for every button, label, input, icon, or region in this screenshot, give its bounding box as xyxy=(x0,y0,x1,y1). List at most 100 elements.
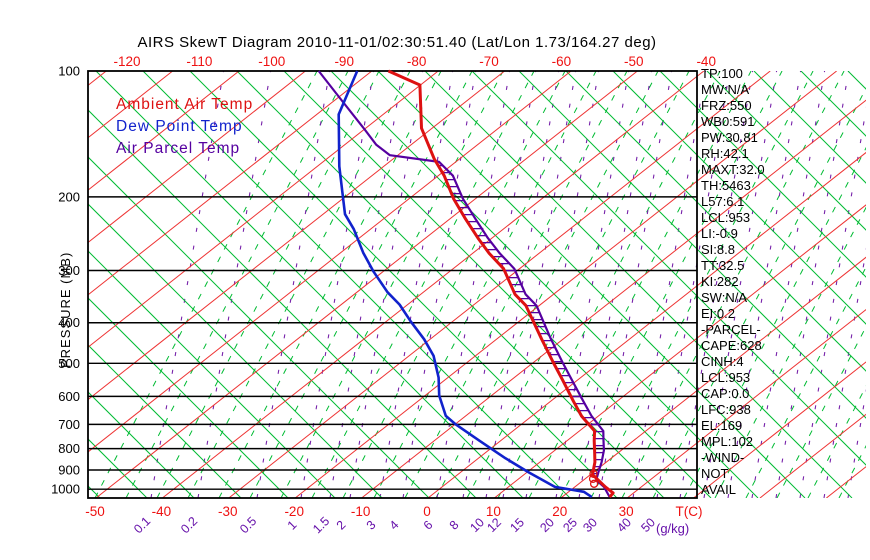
isotherm-line xyxy=(626,309,866,498)
isotherm-line xyxy=(759,413,866,498)
level-circle-marker xyxy=(589,469,598,478)
dry-adiabat-line xyxy=(612,71,866,325)
mixing-ratio-line xyxy=(436,71,511,498)
dry-adiabat-line xyxy=(88,297,289,498)
stats-panel-row: AVAIL xyxy=(701,482,736,497)
legend-item: Dew Point Temp xyxy=(116,118,243,135)
bottom-temp-tick-label: -40 xyxy=(152,504,172,519)
stats-panel-row: CAPE:628 xyxy=(701,338,762,353)
moist-adiabat-line xyxy=(435,71,659,498)
mixing-ratio-line xyxy=(256,71,331,498)
stats-panel-row: FRZ:550 xyxy=(701,98,752,113)
mixing-ratio-line xyxy=(727,71,802,498)
mixing-ratio-tick-label: 2 xyxy=(334,518,349,533)
pressure-tick-label: 700 xyxy=(58,417,80,432)
mixing-ratio-line xyxy=(300,71,375,498)
stats-panel-row: LCL:953 xyxy=(701,210,751,225)
mixing-ratio-tick-label: 8 xyxy=(447,518,462,533)
stats-panel-row: SW:N/A xyxy=(701,290,747,305)
dry-adiabat-line xyxy=(88,391,195,498)
moist-adiabat-line xyxy=(497,71,721,498)
mixing-ratio-line xyxy=(632,71,707,498)
mixing-ratio-line xyxy=(656,71,731,498)
moist-adiabat-line xyxy=(94,71,318,498)
dry-adiabat-line xyxy=(471,71,866,466)
stats-panel-row: -PARCEL- xyxy=(701,322,761,337)
isotherm-line xyxy=(88,71,373,296)
moist-adiabat-line xyxy=(559,71,783,498)
isotherm-line xyxy=(162,71,705,498)
dew-point-curve xyxy=(337,70,593,499)
top-temp-tick-label: -90 xyxy=(334,54,354,69)
pressure-tick-label: 600 xyxy=(58,389,80,404)
dry-adiabat-line xyxy=(565,71,866,372)
pressure-tick-label: 300 xyxy=(58,263,80,278)
top-temp-tick-label: -110 xyxy=(186,54,212,69)
bottom-temp-tick-label: -10 xyxy=(351,504,371,519)
mixing-ratio-line xyxy=(379,71,454,498)
mixing-ratio-line xyxy=(402,71,477,498)
mixing-ratio-tick-label: 30 xyxy=(580,515,600,535)
ambient-temp-curve xyxy=(387,69,615,499)
dry-adiabat-line xyxy=(189,71,618,498)
stats-panel-row: TT:32.5 xyxy=(701,258,745,273)
mixing-ratio-line xyxy=(847,388,866,498)
isotherm-line xyxy=(88,71,306,244)
mixing-ratio-tick-label: 3 xyxy=(364,518,379,533)
temp-unit-label: T(C) xyxy=(676,504,703,519)
mixing-ratio-tick-label: 1.5 xyxy=(310,514,332,536)
mixing-ratio-line xyxy=(775,71,850,498)
dry-adiabat-line xyxy=(88,250,336,498)
stats-panel: TP:100 MW:N/A FRZ:550 WB0:591 PW:30.81 RH:42.… xyxy=(701,66,869,498)
top-temp-tick-label: -50 xyxy=(624,54,644,69)
page-title: AIRS SkewT Diagram 2010-11-01/02:30:51.4… xyxy=(137,34,657,51)
isotherm-line xyxy=(560,256,866,498)
top-temp-tick-label: -120 xyxy=(113,54,140,69)
stats-panel-row: MAXT:32.0 xyxy=(701,162,765,177)
isotherm-line xyxy=(294,71,837,498)
stats-panel-row: TH:5463 xyxy=(701,178,751,193)
dry-adiabat-line xyxy=(424,71,853,498)
isotherm-line xyxy=(0,71,40,498)
mixing-ratio-line xyxy=(150,71,225,498)
parcel-temp-curve xyxy=(317,70,611,498)
pressure-tick-label: 1000 xyxy=(51,482,80,497)
pressure-tick-label: 200 xyxy=(58,189,80,204)
mixing-ratio-line xyxy=(679,71,754,498)
mixing-ratio-line xyxy=(823,247,866,498)
dry-adiabat-line xyxy=(88,109,477,498)
moist-adiabat-line xyxy=(745,266,866,498)
pressure-tick-label: 800 xyxy=(58,441,80,456)
dry-adiabat-line xyxy=(88,344,242,498)
mixing-ratio-tick-label: 6 xyxy=(421,518,436,533)
mixing-ratio-tick-label: 0.1 xyxy=(131,514,153,536)
moist-adiabat-line xyxy=(342,71,566,498)
isotherm-line xyxy=(427,151,866,498)
mixing-ratio-tick-label: 15 xyxy=(507,515,527,535)
dry-adiabat-line xyxy=(142,71,571,498)
isotherm-line xyxy=(494,204,866,498)
moist-adiabat-line xyxy=(280,71,504,498)
bottom-temp-tick-label: -50 xyxy=(85,504,105,519)
moist-adiabat-line xyxy=(249,71,473,498)
pressure-tick-label: 400 xyxy=(58,315,80,330)
moist-adiabat-line xyxy=(466,71,690,498)
stats-panel-row: EI:0.2 xyxy=(701,306,735,321)
bottom-temp-tick-label: -20 xyxy=(284,504,304,519)
bottom-temp-tick-label: 10 xyxy=(486,504,501,519)
isotherm-line xyxy=(88,71,572,453)
top-temp-tick-label: -70 xyxy=(479,54,499,69)
bottom-temp-tick-label: 30 xyxy=(619,504,634,519)
dry-adiabat-line xyxy=(377,71,806,498)
stats-panel-row: RH:42.1 xyxy=(701,146,749,161)
dry-adiabat-line xyxy=(659,71,866,278)
pressure-axis-title: PRESSURE (MB) xyxy=(58,251,73,368)
mixing-ratio-tick-label: 1 xyxy=(285,518,300,533)
legend-item: Air Parcel Temp xyxy=(116,140,241,157)
top-temp-tick-label: -60 xyxy=(552,54,572,69)
level-circle-marker xyxy=(588,474,598,484)
bottom-temp-tick-label: 0 xyxy=(423,504,431,519)
plot-border xyxy=(87,70,698,499)
moist-adiabat-line xyxy=(528,71,752,498)
stats-panel-row: LFC:938 xyxy=(701,402,751,417)
